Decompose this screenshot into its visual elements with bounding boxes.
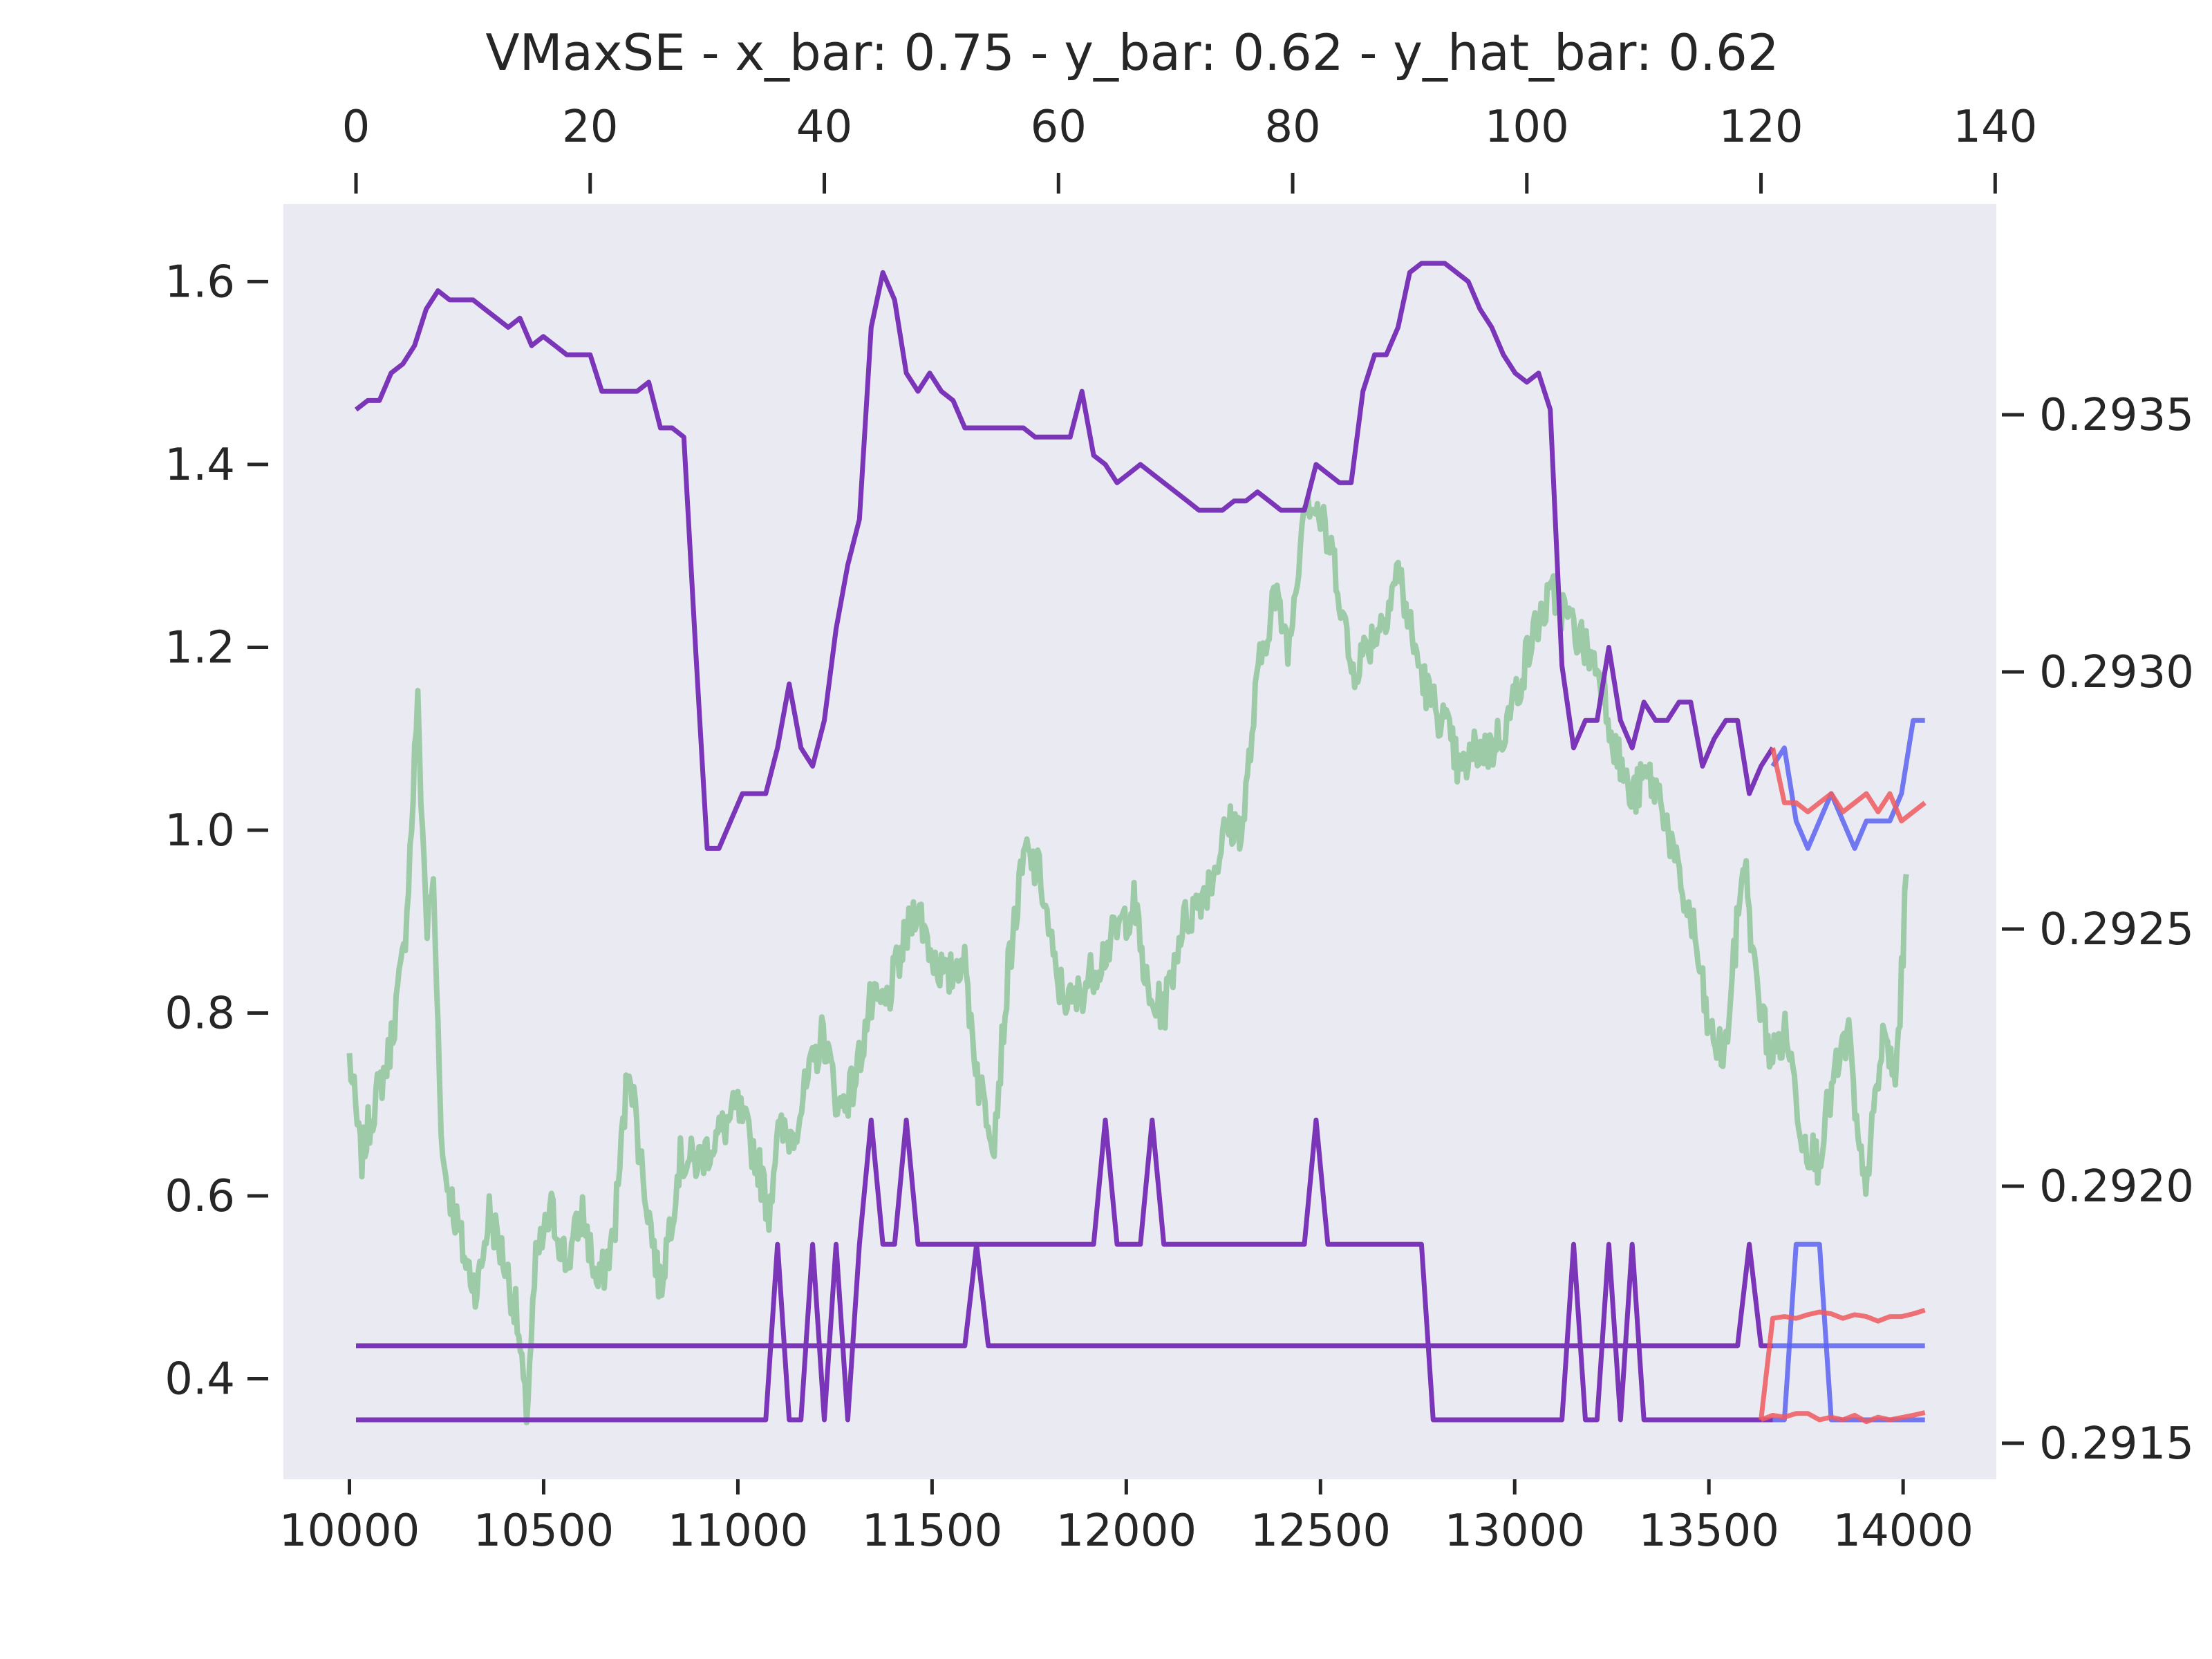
y-left-tick-label: 1.0 [165, 805, 235, 856]
x-bottom-tick-label: 11000 [668, 1506, 809, 1557]
y-right-tick-label: 0.2935 [2039, 390, 2194, 441]
plot-area [283, 204, 1996, 1479]
axes: 10000 10500 11000 11500 12000 12500 13000 13500… [165, 102, 2194, 1557]
VMaxSE-line [354, 261, 1775, 851]
y-right-tick-label: 0.2920 [2039, 1161, 2194, 1212]
x-bottom-tick-label: 13500 [1638, 1506, 1779, 1557]
y-left-tick-label: 1.2 [165, 622, 235, 673]
x-bottom-tick-label: 12000 [1056, 1506, 1197, 1557]
actual-line [1770, 718, 1925, 851]
x-bottom-tick-label: 10000 [279, 1506, 420, 1557]
x-bottom-tick-label: 11500 [862, 1506, 1003, 1557]
predicted-lower-line [1760, 1410, 1926, 1425]
vmaxse-series [354, 261, 1927, 1425]
y-left-tick-label: 0.8 [165, 988, 235, 1039]
y-right-tick-label: 0.2915 [2039, 1418, 2194, 1470]
y-left-tick-label: 1.6 [165, 256, 235, 308]
x-top-tick-label: 40 [796, 102, 852, 153]
x-top-tick-label: 60 [1031, 102, 1087, 153]
x-top-tick-label: 20 [562, 102, 618, 153]
y-right-tick-label: 0.2925 [2039, 904, 2194, 955]
y-left-tick-label: 1.4 [165, 440, 235, 491]
x-top-tick-label: 80 [1264, 102, 1320, 153]
price-line [346, 495, 1909, 1426]
chart-title: VMaxSE - x_bar: 0.75 - y_bar: 0.62 - y_h… [485, 24, 1779, 82]
x-bottom-tick-label: 12500 [1250, 1506, 1391, 1557]
x-top-tick-label: 120 [1718, 102, 1803, 153]
lower-step-line [356, 1117, 1773, 1423]
upper-step-line [356, 1241, 1773, 1349]
y-right-tick-label: 0.2930 [2039, 647, 2194, 698]
x-bottom-tick-label: 10500 [474, 1506, 615, 1557]
y-left-tick-label: 0.4 [165, 1354, 235, 1405]
x-top-tick-label: 100 [1485, 102, 1569, 153]
y-left-tick-label: 0.6 [165, 1171, 235, 1222]
price-series [346, 495, 1909, 1426]
x-bottom-tick-label: 14000 [1833, 1506, 1974, 1557]
x-top-tick-label: 0 [342, 102, 371, 153]
x-bottom-tick-label: 13000 [1444, 1506, 1585, 1557]
predicted-line [1770, 747, 1927, 824]
predicted-upper-line [1759, 1307, 1926, 1421]
x-top-tick-label: 140 [1953, 102, 2037, 153]
